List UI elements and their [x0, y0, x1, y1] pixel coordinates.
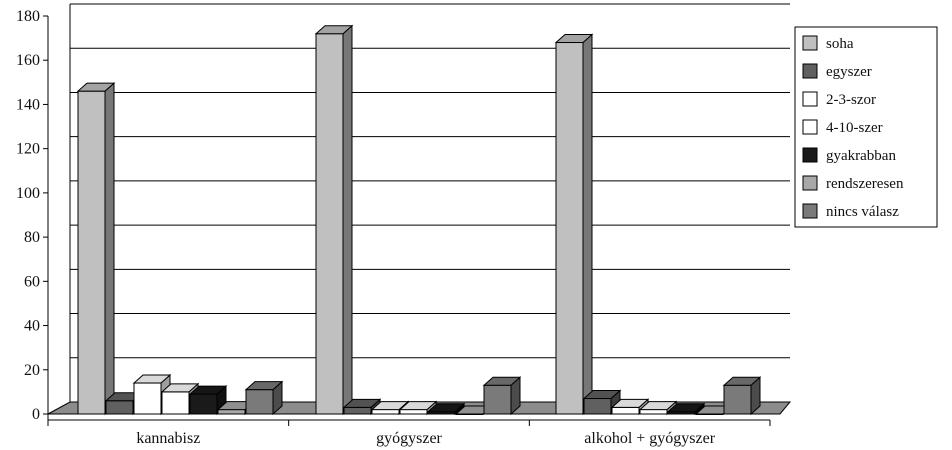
- legend-swatch: [802, 175, 818, 191]
- legend-box: [794, 26, 938, 228]
- bar-top: [398, 401, 438, 411]
- y-tick-label: 180: [16, 8, 40, 25]
- bar-top: [554, 34, 594, 44]
- bar: [638, 400, 678, 416]
- bar-front: [133, 382, 162, 415]
- legend-label: 2-3-szor: [826, 92, 876, 108]
- bar-front: [399, 409, 428, 415]
- y-tick-label: 120: [16, 141, 40, 158]
- bar-front: [611, 406, 640, 415]
- bar-top: [666, 403, 706, 413]
- y-tick-label: 40: [24, 318, 40, 335]
- legend-swatch: [802, 91, 818, 107]
- x-category-label: alkohol + gyógyszer: [584, 430, 715, 447]
- legend-swatch: [802, 119, 818, 135]
- bar: [188, 384, 228, 416]
- bar-top: [582, 390, 622, 400]
- y-tick-label: 80: [24, 229, 40, 246]
- bar-front: [217, 409, 246, 415]
- legend-swatch: [802, 203, 818, 219]
- legend-item: 4-10-szer: [802, 119, 883, 136]
- legend-item: soha: [802, 35, 854, 52]
- y-tick-label: 60: [24, 273, 40, 290]
- bar-front: [245, 389, 274, 415]
- bar-front: [723, 384, 752, 415]
- bar-front: [105, 400, 134, 415]
- legend-item: 2-3-szor: [802, 91, 876, 108]
- bar-front: [189, 393, 218, 415]
- legend-item: nincs válasz: [802, 203, 899, 220]
- bar-top: [482, 376, 522, 386]
- legend-item: egyszer: [802, 63, 872, 80]
- bar-front: [639, 409, 668, 415]
- legend-label: nincs válasz: [826, 204, 899, 220]
- y-tick-label: 0: [32, 406, 40, 423]
- legend-label: egyszer: [826, 64, 872, 80]
- bar-top: [342, 398, 382, 408]
- bar-front: [555, 42, 584, 415]
- bar-top: [76, 82, 116, 92]
- bar: [722, 376, 762, 416]
- bar-side: [104, 82, 115, 416]
- bar-top: [188, 385, 228, 395]
- legend-swatch: [802, 35, 818, 51]
- bar-side: [342, 24, 353, 416]
- bar-side: [582, 33, 593, 416]
- bar-top: [722, 376, 762, 386]
- bar-top: [638, 401, 678, 411]
- bars: [76, 24, 762, 416]
- x-category-label: gyógyszer: [376, 430, 442, 447]
- bar-front: [483, 384, 512, 415]
- bar: [314, 24, 354, 416]
- bar-top: [160, 383, 200, 393]
- bar: [582, 389, 622, 416]
- legend-swatch: [802, 63, 818, 79]
- bar-top: [314, 25, 354, 35]
- bar-front: [161, 391, 190, 415]
- x-axis: kannabisz gyógyszer alkohol + gyógyszer: [47, 419, 771, 447]
- bar-front: [583, 398, 612, 415]
- legend-swatch: [802, 147, 818, 163]
- y-tick-label: 160: [16, 52, 40, 69]
- bar: [554, 33, 594, 416]
- legend-label: 4-10-szer: [826, 120, 883, 136]
- legend-item: rendszeresen: [802, 175, 904, 192]
- bar: [76, 82, 116, 416]
- legend: soha egyszer 2-3-szor 4-10-szer gyakrabban re…: [794, 26, 938, 228]
- bar: [666, 402, 706, 416]
- legend-label: rendszeresen: [826, 176, 904, 192]
- gridlines: [69, 3, 790, 402]
- bar-front: [315, 33, 344, 415]
- bar: [426, 402, 466, 416]
- bar-top: [132, 374, 172, 384]
- bar: [482, 376, 522, 416]
- bar: [244, 380, 284, 416]
- bar-front: [77, 90, 106, 415]
- bar-top: [426, 403, 466, 413]
- legend-label: soha: [826, 36, 854, 52]
- bar-top: [610, 398, 650, 408]
- y-tick-label: 20: [24, 362, 40, 379]
- legend-label: gyakrabban: [826, 148, 896, 164]
- bar-top: [244, 381, 284, 391]
- y-tick-label: 100: [16, 185, 40, 202]
- bar-front: [343, 406, 372, 415]
- y-axis: 0 20 40 60 80 100 120 140 160 180: [16, 8, 49, 423]
- x-category-label: kannabisz: [136, 430, 200, 447]
- y-tick-label: 140: [16, 96, 40, 113]
- legend-item: gyakrabban: [802, 147, 896, 164]
- bar-top: [370, 401, 410, 411]
- bar-front: [371, 409, 400, 415]
